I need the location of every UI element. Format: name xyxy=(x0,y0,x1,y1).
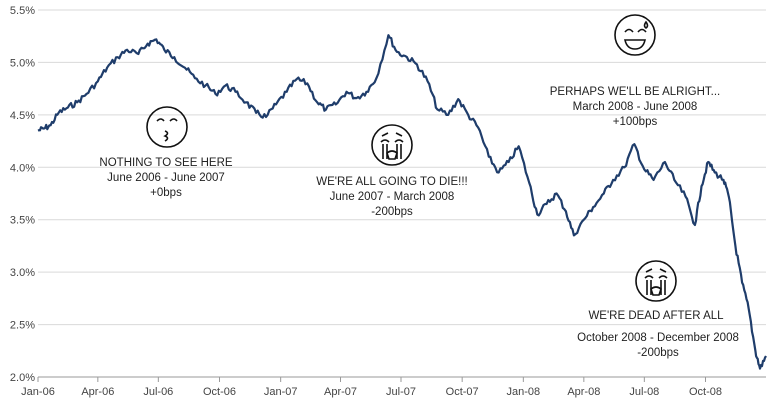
annotation-nothing-to-see-here: NOTHING TO SEE HERE June 2006 - June 200… xyxy=(99,106,233,199)
annotation-1-line-1: NOTHING TO SEE HERE xyxy=(99,157,232,169)
series-line xyxy=(37,34,767,370)
x-tick-label: Oct-08 xyxy=(689,386,722,398)
annotation-4-line-1: WE'RE DEAD AFTER ALL xyxy=(588,310,724,322)
annotation-2-line-2: June 2007 - March 2008 xyxy=(330,191,455,203)
annotation-3-line-2: March 2008 - June 2008 xyxy=(573,101,698,113)
y-axis: 2.0% 2.5% 3.0% 3.5% 4.0% 4.5% 5.0% 5.5% xyxy=(10,5,35,384)
x-tick-label: Jul-08 xyxy=(629,386,659,398)
y-tick-label: 4.5% xyxy=(10,110,35,122)
y-tick-label: 3.0% xyxy=(10,267,35,279)
x-axis: Jan-06 Apr-06 Jul-06 Oct-06 Jan-07 Apr-07 Jul-… xyxy=(21,377,722,398)
x-tick-label: Jul-06 xyxy=(143,386,173,398)
x-tick-label: Apr-07 xyxy=(324,386,357,398)
annotation-perhaps-alright: PERHAPS WE'LL BE ALRIGHT... March 2008 -… xyxy=(550,14,721,128)
annotation-1-line-3: +0bps xyxy=(150,187,182,199)
annotation-4-line-3: -200bps xyxy=(637,347,679,359)
y-tick-label: 4.0% xyxy=(10,162,35,174)
gridlines xyxy=(38,9,766,326)
y-tick-label: 5.5% xyxy=(10,5,35,17)
kissing-face-icon xyxy=(146,106,188,148)
annotation-2-line-1: WE'RE ALL GOING TO DIE!!! xyxy=(316,176,468,188)
x-tick-label: Oct-07 xyxy=(446,386,479,398)
crying-face-icon xyxy=(635,260,677,302)
annotation-2-line-3: -200bps xyxy=(371,206,413,218)
x-tick-label: Jan-07 xyxy=(264,386,298,398)
annotation-3-line-1: PERHAPS WE'LL BE ALRIGHT... xyxy=(550,86,721,98)
x-tick-label: Oct-06 xyxy=(203,386,236,398)
x-tick-label: Jan-08 xyxy=(507,386,541,398)
sweat-smile-face-icon xyxy=(614,14,656,56)
annotation-dead-after-all: WE'RE DEAD AFTER ALL October 2008 - Dece… xyxy=(577,260,739,359)
annotation-4-line-2: October 2008 - December 2008 xyxy=(577,332,739,344)
x-tick-label: Apr-06 xyxy=(81,386,114,398)
y-tick-label: 3.5% xyxy=(10,215,35,227)
x-tick-label: Jan-06 xyxy=(21,386,55,398)
x-tick-label: Apr-08 xyxy=(567,386,600,398)
y-tick-label: 2.5% xyxy=(10,320,35,332)
annotation-all-going-to-die: WE'RE ALL GOING TO DIE!!! June 2007 - Ma… xyxy=(316,124,468,218)
crying-face-icon xyxy=(371,124,413,166)
annotation-3-line-3: +100bps xyxy=(613,116,658,128)
annotation-1-line-2: June 2006 - June 2007 xyxy=(107,172,225,184)
y-tick-label: 2.0% xyxy=(10,372,35,384)
y-tick-label: 5.0% xyxy=(10,57,35,69)
x-tick-label: Jul-07 xyxy=(386,386,416,398)
